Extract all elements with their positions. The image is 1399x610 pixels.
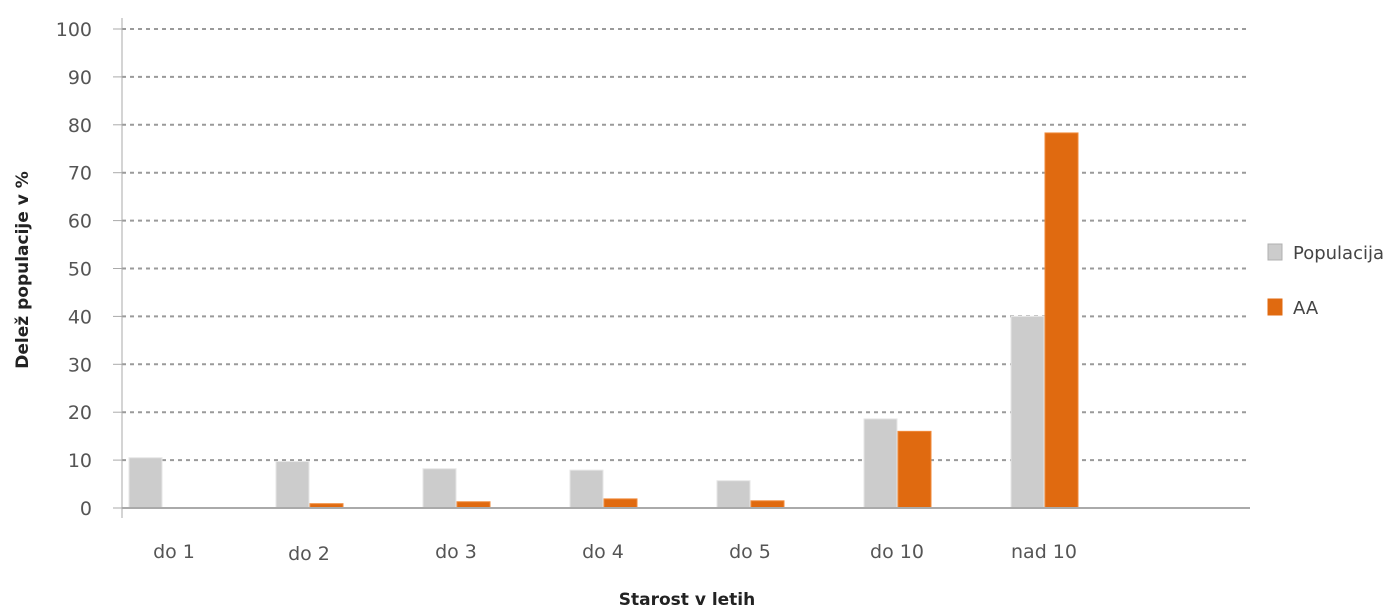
y-axis-title: Delež populacije v % <box>13 171 33 368</box>
bar-aa-5 <box>897 430 932 509</box>
y-tick-label: 20 <box>68 402 92 424</box>
bar-populacija-4 <box>716 480 751 509</box>
y-tick-label: 40 <box>68 306 92 328</box>
bar-populacija-5 <box>863 418 898 509</box>
legend-swatch <box>1267 243 1283 261</box>
bar-aa-3 <box>603 498 638 509</box>
y-tick-label: 90 <box>68 67 92 89</box>
bar-populacija-2 <box>422 468 457 509</box>
y-tick-label: 80 <box>68 115 92 137</box>
y-tick-label: 30 <box>68 354 92 376</box>
legend: Populacija AA <box>1267 243 1384 319</box>
x-tick-label: do 5 <box>729 541 771 563</box>
gridlines <box>122 28 1250 462</box>
bar-aa-6 <box>1044 132 1079 509</box>
bar-populacija-6 <box>1010 315 1045 509</box>
legend-label: AA <box>1293 298 1319 319</box>
bar-populacija-3 <box>569 469 604 509</box>
bar-populacija-1 <box>275 461 310 509</box>
x-axis-ticks: do 1 do 2 do 3 do 4 do 5 do 10 nad 10 <box>153 541 1077 565</box>
y-axis-ticks: 0 10 20 30 40 50 60 70 80 90 100 <box>56 19 122 520</box>
bars <box>128 132 1079 509</box>
bar-aa-4 <box>750 500 785 509</box>
x-tick-label: do 3 <box>435 541 477 563</box>
x-tick-label: do 10 <box>870 541 924 563</box>
y-tick-label: 100 <box>56 19 92 41</box>
bar-populacija-0 <box>128 457 163 509</box>
y-tick-label: 0 <box>80 498 92 520</box>
y-tick-label: 70 <box>68 163 92 185</box>
y-tick-label: 10 <box>68 450 92 472</box>
x-tick-label: do 2 <box>288 543 330 565</box>
x-tick-label: do 4 <box>582 541 624 563</box>
y-tick-label: 60 <box>68 211 92 233</box>
legend-swatch <box>1267 298 1283 316</box>
legend-label: Populacija <box>1293 243 1384 264</box>
x-axis-title: Starost v letih <box>619 590 755 610</box>
x-tick-label: nad 10 <box>1011 541 1077 563</box>
y-tick-label: 50 <box>68 259 92 281</box>
x-tick-label: do 1 <box>153 541 195 563</box>
